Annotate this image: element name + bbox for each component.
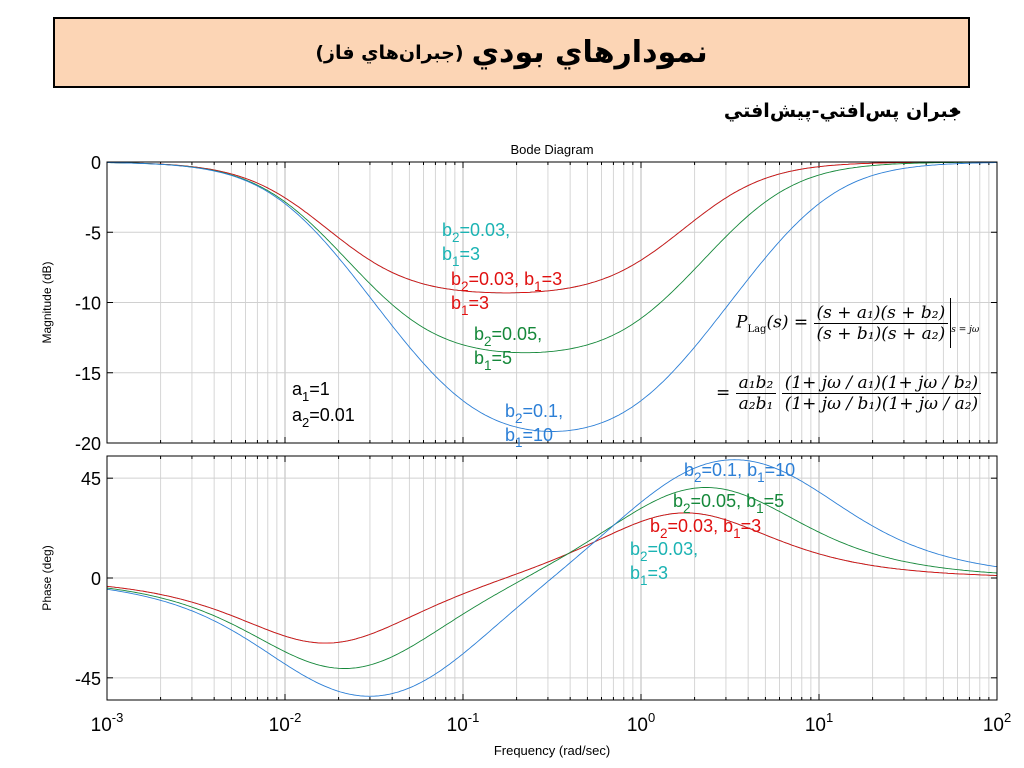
series-annotation: b1=3 bbox=[442, 244, 480, 269]
bullet-text: جبران پس‌افتي-پيش‌افتي bbox=[723, 100, 962, 122]
x-tick-label: 102 bbox=[983, 710, 1011, 736]
phase-tick-label: 0 bbox=[91, 569, 101, 589]
params-label: a2=0.01 bbox=[292, 405, 355, 430]
x-tick-label: 100 bbox=[627, 710, 655, 736]
chart-title: Bode Diagram bbox=[510, 142, 593, 157]
phase-tick-label: 45 bbox=[81, 469, 101, 489]
mag-tick-label: -10 bbox=[75, 294, 101, 314]
transfer-function-line1: PLag(s) = (s + a₁)(s + b₂) (s + b₁)(s + … bbox=[736, 298, 979, 348]
series-annotation: b1=10 bbox=[505, 425, 553, 450]
slide-title-box: (جبران‌هاي فاز) نمودارهاي بودي bbox=[53, 17, 970, 88]
formula-den-2a: a₂b₁ bbox=[738, 394, 774, 414]
x-tick-label: 10-2 bbox=[269, 710, 302, 736]
mag-tick-label: -5 bbox=[85, 223, 101, 243]
formula-fraction-2a: a₁b₂ a₂b₁ bbox=[735, 373, 777, 414]
x-tick-label: 10-1 bbox=[447, 710, 480, 736]
formula-den-2b: (1+ jω / b₁)(1+ jω / a₂) bbox=[784, 394, 979, 414]
phase-series-line bbox=[106, 459, 998, 697]
x-axis-label: Frequency (rad/sec) bbox=[494, 743, 610, 758]
formula-fraction-1: (s + a₁)(s + b₂) (s + b₁)(s + a₂) bbox=[813, 303, 949, 344]
mag-tick-label: 0 bbox=[91, 153, 101, 173]
slide-title: نمودارهاي بودي bbox=[471, 35, 708, 70]
mag-tick-label: -20 bbox=[75, 434, 101, 454]
magnitude-axis-label: Magnitude (dB) bbox=[40, 261, 54, 343]
formula-num-2a: a₁b₂ bbox=[735, 373, 777, 394]
formula-eq: = bbox=[716, 383, 731, 403]
series-annotation: b2=0.03, b1=3 bbox=[650, 516, 761, 541]
magnitude-panel-border bbox=[106, 161, 998, 444]
formula-num-1: (s + a₁)(s + b₂) bbox=[813, 303, 949, 324]
series-annotation: b2=0.03, b1=3 bbox=[451, 269, 562, 294]
series-annotation: b2=0.03, bbox=[630, 539, 698, 564]
phase-panel-border bbox=[106, 455, 998, 701]
phase-series-line bbox=[106, 512, 998, 644]
formula-fraction-2b: (1+ jω / a₁)(1+ jω / b₂) (1+ jω / b₁)(1+… bbox=[781, 373, 982, 414]
x-tick-label: 10-3 bbox=[91, 710, 124, 736]
formula-lhs-arg: (s) = bbox=[766, 312, 809, 333]
slide-subtitle: (جبران‌هاي فاز) bbox=[315, 41, 464, 64]
formula-lhs-sub: Lag bbox=[747, 323, 767, 335]
magnitude-series-line bbox=[107, 162, 997, 432]
formula-eval-sub: s = jω bbox=[951, 324, 980, 335]
series-annotation: b2=0.1, bbox=[505, 401, 563, 426]
transfer-function-line2: = a₁b₂ a₂b₁ (1+ jω / a₁)(1+ jω / b₂) (1+… bbox=[716, 373, 982, 414]
series-annotation: b1=5 bbox=[474, 348, 512, 373]
magnitude-series-line bbox=[106, 161, 998, 294]
formula-den-1: (s + b₁)(s + a₂) bbox=[816, 323, 946, 344]
series-annotation: b2=0.03, bbox=[442, 220, 510, 245]
series-annotation: b2=0.05, b1=5 bbox=[673, 491, 784, 516]
bullet-dot-icon: • bbox=[948, 100, 961, 125]
series-annotation: b1=3 bbox=[630, 563, 668, 588]
x-tick-label: 101 bbox=[805, 710, 833, 736]
series-annotation: b2=0.1, b1=10 bbox=[684, 460, 795, 485]
params-label: a1=1 bbox=[292, 379, 330, 404]
formula-lhs: P bbox=[736, 312, 748, 333]
series-annotation: b1=3 bbox=[451, 293, 489, 318]
phase-series-line bbox=[106, 487, 998, 669]
mag-tick-label: -15 bbox=[75, 364, 101, 384]
formula-num-2b: (1+ jω / a₁)(1+ jω / b₂) bbox=[781, 373, 982, 394]
phase-axis-label: Phase (deg) bbox=[40, 545, 54, 610]
phase-tick-label: -45 bbox=[75, 669, 101, 689]
magnitude-series-line bbox=[107, 161, 998, 354]
series-annotation: b2=0.05, bbox=[474, 324, 542, 349]
